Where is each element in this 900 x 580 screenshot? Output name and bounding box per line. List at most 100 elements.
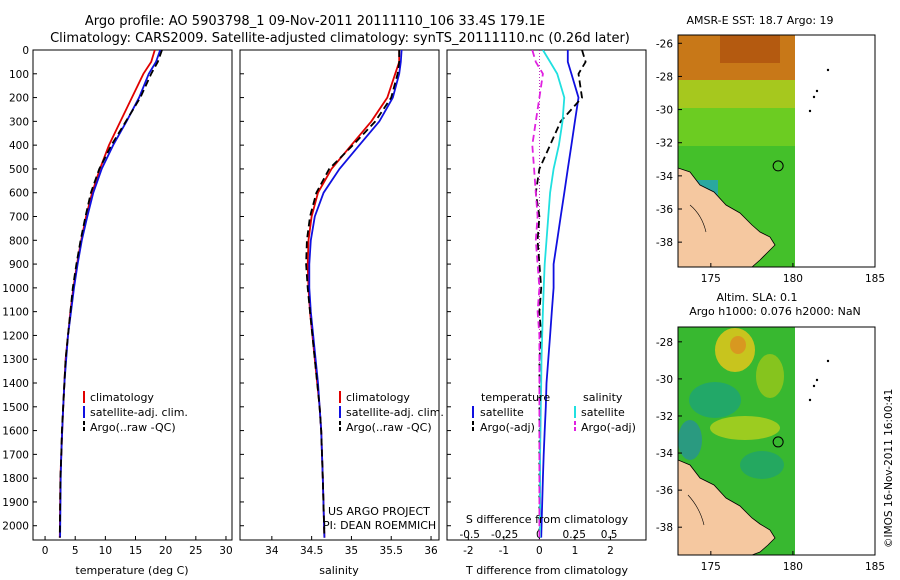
- y-tick-label: 200: [9, 93, 29, 105]
- legend-climatology-label: climatology: [346, 391, 410, 404]
- island-dot: [815, 378, 819, 382]
- x-tick-label: 30: [219, 545, 232, 557]
- map-x-tick-label: 180: [783, 561, 803, 573]
- sst-warmest-patch: [720, 35, 780, 63]
- project-annotation: US ARGO PROJECT: [328, 505, 430, 518]
- y-tick-label: 100: [9, 69, 29, 81]
- y-tick-label: 500: [9, 164, 29, 176]
- legend-argo-label: Argo(..raw -QC): [90, 421, 176, 434]
- legend-satellite-label: satellite-adj. clim.: [346, 406, 444, 419]
- island-dot: [808, 109, 812, 113]
- sla-moderate-band: [710, 416, 780, 440]
- sla-map-title-line1: Altim. SLA: 0.1: [716, 291, 797, 304]
- argo-float-marker: [772, 160, 784, 172]
- y-tick-label: 1900: [2, 497, 29, 509]
- chatham-islands: [808, 68, 830, 113]
- island-dot: [815, 89, 819, 93]
- x-tick-label: -2: [463, 545, 473, 557]
- figure-title-line1: Argo profile: AO 5903798_1 09-Nov-2011 2…: [85, 14, 545, 29]
- x-tick-label: 25: [189, 545, 202, 557]
- y-tick-label: 700: [9, 212, 29, 224]
- sst-map-ticks: 175 180 185 -26 -28 -30 -32 -34 -36 -38: [656, 38, 885, 285]
- temperature-legend: climatology satellite-adj. clim. Argo(..…: [83, 391, 188, 434]
- sla-low-patch: [740, 451, 784, 479]
- depth-axis-ticks: 0 100 200 300 400 500 600 700 800 900 1000 1100 1200…: [2, 45, 451, 533]
- s-difference-ticks: -0.5 -0.25 0 0.25 0.5: [459, 529, 617, 541]
- sla-low-patch: [678, 420, 702, 460]
- map-y-tick-label: -38: [656, 522, 673, 534]
- series-line-argo-raw-qc-: [58, 50, 163, 538]
- x-tick-label: 34: [265, 545, 279, 557]
- y-tick-label: 1700: [2, 449, 29, 461]
- salinity-x-ticks: 34 34.5 35 35.5 36: [265, 536, 438, 557]
- x-tick-label: 0: [42, 545, 49, 557]
- temperature-xlabel: temperature (deg C): [75, 564, 188, 577]
- map-y-tick-label: -28: [656, 337, 673, 349]
- legend-s-satellite-label: satellite: [581, 406, 625, 419]
- x-tick-label: 10: [99, 545, 112, 557]
- legend-t-satellite-label: satellite: [480, 406, 524, 419]
- argo-float-marker: [772, 436, 784, 448]
- map-y-tick-label: -30: [656, 374, 673, 386]
- sla-moderate-patch: [756, 354, 784, 398]
- map-y-tick-label: -36: [656, 204, 673, 216]
- temperature-plot-frame: [32, 49, 233, 541]
- map-y-tick-label: -30: [656, 105, 673, 117]
- legend-salinity-title: salinity: [583, 391, 623, 404]
- series-line-satellite-adj-clim-: [59, 50, 162, 538]
- sla-map-frame: [677, 326, 876, 556]
- legend-satellite-label: satellite-adj. clim.: [90, 406, 188, 419]
- sla-map-title-line2: Argo h1000: 0.076 h2000: NaN: [689, 305, 861, 318]
- salinity-series: [305, 50, 403, 538]
- legend-temperature-title: temperature: [481, 391, 550, 404]
- contour-line: [687, 494, 705, 526]
- x-tick-label: 35.5: [380, 545, 403, 557]
- sst-light-green-band: [678, 108, 795, 146]
- chatham-islands: [808, 359, 830, 402]
- series-line-s-satellite: [539, 50, 566, 538]
- map-y-tick-label: -34: [656, 171, 673, 183]
- x-tick-label: -1: [499, 545, 509, 557]
- sla-max-patch: [730, 336, 746, 354]
- x-tick-label: 15: [129, 545, 142, 557]
- s-tick-label: -0.5: [459, 529, 480, 541]
- sst-map-frame: [677, 34, 876, 268]
- salinity-xlabel: salinity: [319, 564, 359, 577]
- map-x-tick-label: 180: [783, 273, 803, 285]
- y-tick-label: 1100: [2, 307, 29, 319]
- map-x-tick-label: 175: [701, 273, 721, 285]
- sst-no-data-region: [795, 36, 874, 266]
- map-y-tick-label: -34: [656, 448, 673, 460]
- x-tick-label: 36: [424, 545, 438, 557]
- y-tick-label: 600: [9, 188, 29, 200]
- x-tick-label: 35: [345, 545, 358, 557]
- map-y-tick-label: -36: [656, 485, 673, 497]
- x-tick-label: 5: [72, 545, 79, 557]
- salinity-legend: climatology satellite-adj. clim. Argo(..…: [339, 391, 444, 434]
- map-x-tick-label: 185: [865, 561, 885, 573]
- island-dot: [826, 359, 830, 363]
- sla-map: [678, 327, 795, 555]
- x-tick-label: 1: [572, 545, 579, 557]
- series-line-argo-raw-qc-: [305, 50, 401, 538]
- sst-map-title: AMSR-E SST: 18.7 Argo: 19: [686, 14, 833, 27]
- series-line-t-satellite: [540, 50, 580, 538]
- sla-no-data-region: [795, 328, 874, 554]
- y-tick-label: 1200: [2, 330, 29, 342]
- y-tick-label: 1800: [2, 473, 29, 485]
- difference-series: [531, 50, 587, 538]
- contour-line: [689, 204, 707, 233]
- pi-annotation: PI: DEAN ROEMMICH: [323, 519, 436, 532]
- difference-legend: temperature salinity satellite Argo(-adj…: [472, 391, 636, 434]
- s-tick-label: 0.5: [601, 529, 618, 541]
- map-y-tick-label: -32: [656, 411, 673, 423]
- s-tick-label: -0.25: [491, 529, 518, 541]
- temperature-x-ticks: 0 5 10 15 20 25 30: [42, 536, 233, 557]
- map-y-tick-label: -32: [656, 138, 673, 150]
- y-tick-label: 1600: [2, 426, 29, 438]
- sla-map-ticks: 175 180 185 -28 -30 -32 -34 -36 -38: [656, 337, 885, 573]
- s-difference-label: S difference from climatology: [466, 513, 629, 526]
- figure-title-line2: Climatology: CARS2009. Satellite-adjuste…: [50, 31, 630, 46]
- island-dot: [808, 398, 812, 402]
